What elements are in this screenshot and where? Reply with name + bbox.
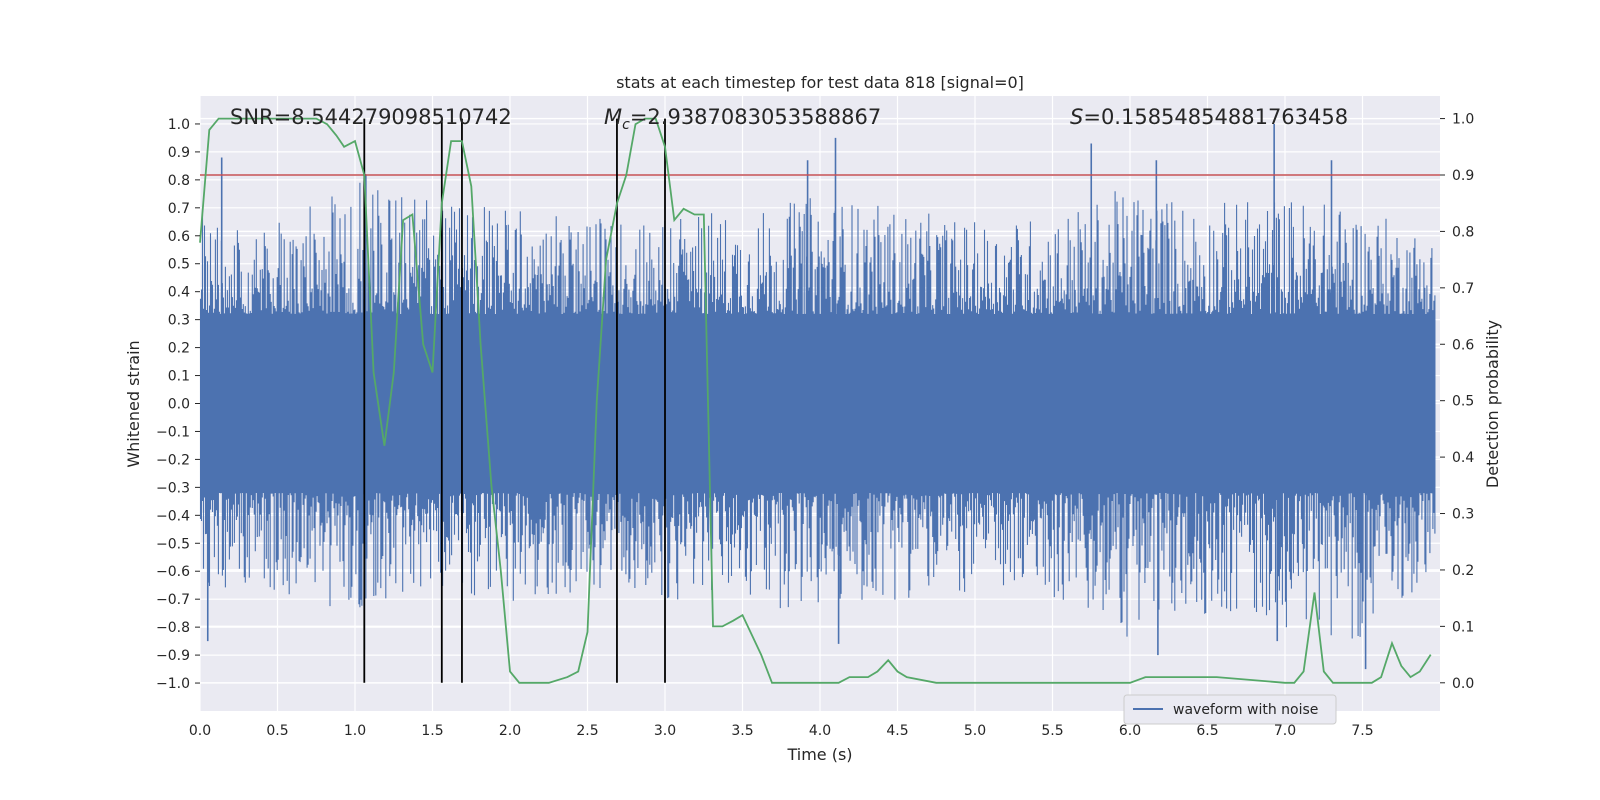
y2-tick-label: 0.7 [1452,281,1474,297]
waveform-series [199,123,1436,670]
y-tick-label: 0.3 [168,313,190,329]
chirp-mass-annotation: Mc=2.9387083053588867 [604,105,881,133]
x-tick-labels: 0.0 0.5 1.0 1.5 2.0 2.5 3.0 3.5 4.0 4.5 5.0 5.5 6.0 6… [189,723,1374,739]
s-symbol: S [1070,105,1083,129]
y2-tick-label: 0.6 [1452,337,1474,353]
waveform-trace [199,182,1436,639]
y-axis-label: Whitened strain [124,340,143,467]
s-value: =0.15854854881763458 [1083,105,1348,129]
x-tick-label: 0.5 [266,723,288,739]
x-tick-label: 1.0 [344,723,366,739]
y2-tick-label: 0.4 [1452,450,1474,466]
y-tick-label: 0.6 [168,229,190,245]
y2-tick-label: 1.0 [1452,112,1474,128]
y-tick-label: 0.4 [168,285,190,301]
chart-title: stats at each timestep for test data 818… [616,73,1024,92]
y-tick-label: 1.0 [168,117,190,133]
y-tick-label: 0.8 [168,173,190,189]
y-tick-label: −0.5 [156,536,190,552]
y-tick-label: −0.1 [156,424,190,440]
y2-tick-label: 0.9 [1452,168,1474,184]
detection-probability-line [199,117,1432,684]
y2-axis-label: Detection probability [1483,320,1502,488]
chirp-mass-symbol: M [604,105,622,129]
y2-tick-label: 0.3 [1452,507,1474,523]
x-tick-label: 7.0 [1274,723,1296,739]
y2-tick-label: 0.0 [1452,676,1474,692]
chirp-mass-subscript: c [622,117,630,133]
snr-annotation: SNR=8.544279098510742 [230,105,512,129]
x-tick-label: 2.5 [576,723,598,739]
y2-tick-label: 0.5 [1452,394,1474,410]
x-tick-label: 6.0 [1119,723,1141,739]
y-tick-labels: −1.0 −0.9 −0.8 −0.7 −0.6 −0.5 −0.4 −0.3 −0.2 −0.1… [156,117,200,692]
y-tick-label: −0.4 [156,508,190,524]
x-axis-label: Time (s) [786,745,852,764]
legend-box [1123,694,1337,725]
x-tick-label: 2.0 [499,723,521,739]
x-tick-label: 7.5 [1351,723,1373,739]
y-tick-label: 0.1 [168,369,190,385]
x-tick-label: 3.0 [654,723,676,739]
y-tick-label: −1.0 [156,676,190,692]
y-tick-label: 0.9 [168,145,190,161]
y2-tick-label: 0.2 [1452,563,1474,579]
legend: waveform with noise [1123,694,1337,725]
y-tick-label: −0.8 [156,620,190,636]
y-tick-label: −0.9 [156,648,190,664]
x-tick-label: 5.5 [1041,723,1063,739]
y-tick-label: −0.3 [156,480,190,496]
x-tick-label: 4.0 [809,723,831,739]
y-tick-label: 0.0 [168,397,190,413]
y-tick-label: 0.2 [168,341,190,357]
y2-tick-label: 0.1 [1452,619,1474,635]
y2-tick-labels: 0.0 0.1 0.2 0.3 0.4 0.5 0.6 0.7 0.8 0.9 1.0 [1440,112,1474,692]
x-tick-label: 3.5 [731,723,753,739]
chirp-mass-value: =2.9387083053588867 [630,105,881,129]
x-tick-label: 5.0 [964,723,986,739]
y-tick-label: −0.2 [156,452,190,468]
legend-entry: waveform with noise [1173,702,1318,718]
x-tick-label: 0.0 [189,723,211,739]
y-tick-label: 0.7 [168,201,190,217]
y-tick-label: −0.6 [156,564,190,580]
y2-tick-label: 0.8 [1452,224,1474,240]
y-tick-label: 0.5 [168,257,190,273]
x-tick-label: 4.5 [886,723,908,739]
x-tick-label: 6.5 [1196,723,1218,739]
s-annotation: S=0.15854854881763458 [1070,105,1348,129]
x-tick-label: 1.5 [421,723,443,739]
y-tick-label: −0.7 [156,592,190,608]
